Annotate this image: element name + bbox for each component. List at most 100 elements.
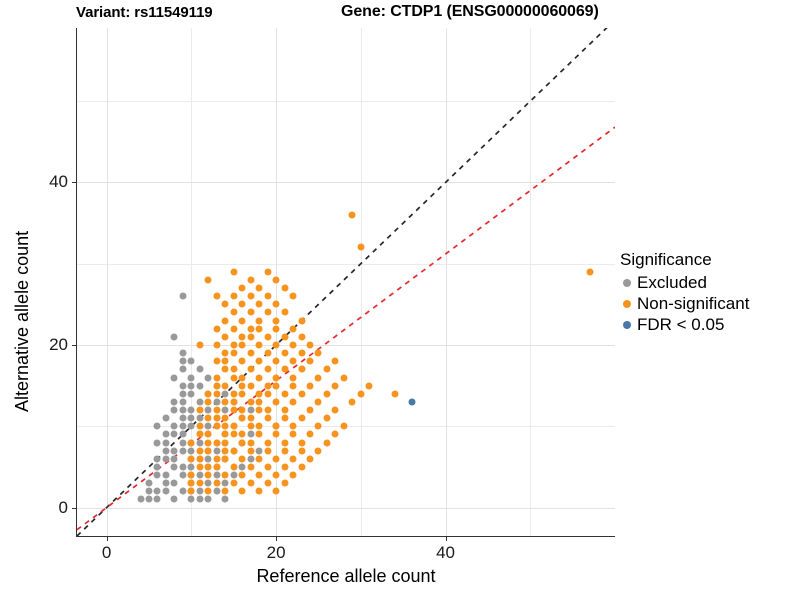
data-point: [264, 479, 272, 487]
data-point: [289, 341, 297, 349]
data-point: [264, 390, 272, 398]
legend-item-non-significant[interactable]: Non-significant: [620, 293, 798, 314]
legend-label: FDR < 0.05: [637, 314, 725, 334]
data-point: [323, 390, 331, 398]
data-point: [314, 349, 322, 357]
data-point: [162, 487, 170, 495]
legend-item-fdr-0-05[interactable]: FDR < 0.05: [620, 314, 798, 335]
data-point: [272, 357, 280, 365]
data-point: [247, 463, 255, 471]
data-point: [272, 341, 280, 349]
gridline-x-30: [361, 28, 362, 536]
data-point: [179, 414, 187, 422]
data-point: [272, 374, 280, 381]
data-point: [238, 382, 246, 390]
data-point: [247, 349, 255, 357]
data-point: [153, 455, 161, 463]
data-point: [170, 430, 178, 438]
data-point: [298, 414, 306, 422]
data-point: [357, 390, 365, 398]
y-axis-title: Alternative allele count: [12, 230, 32, 412]
data-point: [187, 487, 195, 495]
data-point: [170, 447, 178, 455]
data-point: [255, 430, 263, 438]
data-point: [289, 325, 297, 333]
data-point: [247, 382, 255, 390]
data-point: [221, 390, 229, 398]
x-tick-label-0: 0: [101, 543, 112, 562]
data-point: [238, 333, 246, 341]
data-point: [255, 300, 263, 308]
data-point: [272, 455, 280, 463]
data-point: [196, 398, 204, 406]
data-point: [238, 487, 246, 495]
legend: Significance Excluded Non-significant FDR …: [620, 250, 798, 335]
data-point: [264, 382, 272, 390]
data-point: [298, 317, 306, 325]
data-point: [179, 398, 187, 406]
gene-title: Gene: CTDP1 (ENSG00000060069): [341, 3, 599, 20]
data-point: [255, 390, 263, 398]
data-point: [230, 479, 238, 487]
data-point: [298, 439, 306, 447]
data-point: [170, 422, 178, 430]
data-point: [196, 471, 204, 479]
data-point: [196, 430, 204, 438]
data-point: [272, 487, 280, 495]
legend-dot-fdr: [620, 314, 634, 335]
data-point: [213, 414, 221, 422]
data-point: [323, 365, 331, 373]
data-point: [221, 455, 229, 463]
data-point: [238, 341, 246, 349]
data-point: [204, 422, 212, 430]
data-point: [272, 317, 280, 325]
data-point: [230, 463, 238, 471]
data-point: [289, 374, 297, 381]
data-point: [221, 479, 229, 487]
data-point: [187, 406, 195, 414]
data-point: [213, 406, 221, 414]
data-point: [281, 406, 289, 414]
data-point: [238, 284, 246, 292]
variant-title: Variant: rs11549119: [76, 4, 213, 21]
data-point: [204, 414, 212, 422]
data-point: [170, 463, 178, 471]
data-point: [196, 495, 204, 503]
data-point: [247, 325, 255, 333]
data-point: [196, 447, 204, 455]
data-point: [272, 422, 280, 430]
data-point: [281, 284, 289, 292]
data-point: [281, 414, 289, 422]
data-point: [230, 447, 238, 455]
data-point: [162, 455, 170, 463]
data-point: [272, 398, 280, 406]
data-point: [221, 495, 229, 503]
data-point: [281, 349, 289, 357]
data-point: [314, 398, 322, 406]
legend-item-excluded[interactable]: Excluded: [620, 272, 798, 293]
data-point: [187, 455, 195, 463]
data-point: [196, 439, 204, 447]
data-point: [247, 365, 255, 373]
data-point: [230, 325, 238, 333]
data-point: [204, 398, 212, 406]
data-point: [213, 374, 221, 381]
data-point: [255, 357, 263, 365]
data-point: [213, 398, 221, 406]
data-point: [230, 365, 238, 373]
data-point: [255, 374, 263, 381]
x-tick-0: [106, 537, 108, 541]
data-point: [187, 471, 195, 479]
data-point: [289, 455, 297, 463]
data-point: [230, 341, 238, 349]
data-point: [247, 333, 255, 341]
data-point: [187, 463, 195, 471]
data-point: [187, 495, 195, 503]
x-axis-line: [76, 536, 615, 537]
data-point: [281, 463, 289, 471]
data-point: [247, 414, 255, 422]
data-point: [281, 447, 289, 455]
data-point: [323, 414, 331, 422]
plot-panel: [77, 28, 615, 536]
data-point: [391, 390, 399, 398]
